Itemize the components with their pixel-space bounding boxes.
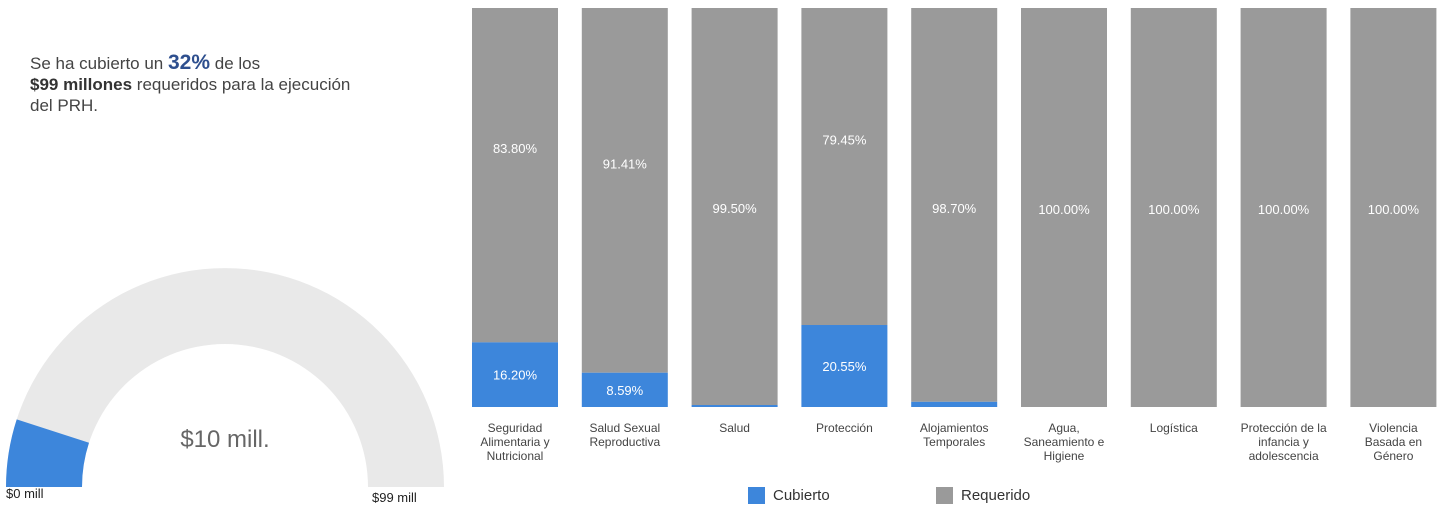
bar-covered [691, 405, 778, 407]
sector-funding-chart: 83.80% 16.20% Seguridad Alimentaria y Nutric… [472, 8, 1437, 463]
category-label: Agua, Saneamiento e Higiene [1024, 421, 1105, 463]
summary-amount: $99 millones [30, 75, 133, 94]
bar-covered [911, 401, 998, 407]
legend-swatch-required [936, 487, 953, 504]
category-label: Protección de la infancia y adolescencia [1241, 421, 1327, 463]
summary-prefix: Se ha cubierto un [30, 54, 164, 73]
bar-required [472, 8, 558, 343]
summary-suffix: requeridos para la ejecución del PRH. [30, 75, 351, 115]
bar-label-required: 91.41% [603, 156, 648, 171]
funding-gauge: $10 mill. [6, 268, 444, 487]
summary-mid: de los [214, 54, 261, 73]
gauge-min-label: $0 mill [6, 486, 44, 501]
bar-label-required: 79.45% [822, 133, 867, 148]
legend-label-required: Requerido [961, 487, 1031, 504]
bar-label-required: 100.00% [1258, 202, 1310, 217]
gauge-max-label: $99 mill [372, 490, 417, 505]
category-label: Salud Sexual Reproductiva [589, 421, 660, 449]
bar-label-required: 99.50% [713, 201, 758, 216]
bar-covered [472, 342, 558, 407]
legend-item-covered: Cubierto [748, 487, 830, 504]
bar-label-covered: 16.20% [493, 368, 538, 383]
bar-required [1021, 8, 1107, 407]
category-label: Violencia Basada en Género [1365, 421, 1422, 463]
gauge-center-label: $10 mill. [180, 426, 269, 453]
category-label: Protección [816, 421, 873, 435]
category-label: Logística [1150, 421, 1198, 435]
category-label: Salud [719, 421, 750, 435]
bar-required [1130, 8, 1217, 407]
bar-required [581, 8, 668, 373]
bar-required [1350, 8, 1437, 407]
bar-label-required: 100.00% [1148, 202, 1200, 217]
bar-label-required: 100.00% [1038, 202, 1090, 217]
category-label: Seguridad Alimentaria y Nutricional [480, 421, 549, 463]
bar-required [1240, 8, 1327, 407]
bar-required [911, 8, 998, 402]
bar-label-required: 100.00% [1368, 202, 1420, 217]
gauge-track [6, 268, 444, 487]
bar-required [691, 8, 778, 406]
summary-percent: 32% [168, 51, 211, 74]
gauge-covered-fill [6, 419, 89, 487]
bar-label-covered: 8.59% [606, 383, 643, 398]
category-label: Alojamientos Temporales [920, 421, 989, 449]
coverage-summary: Se ha cubierto un 32% de los $99 millone… [30, 52, 360, 116]
bar-required [801, 8, 888, 326]
legend-item-required: Requerido [936, 487, 1030, 504]
bar-covered [801, 325, 888, 407]
bar-label-covered: 20.55% [822, 359, 867, 374]
bar-covered [581, 372, 668, 407]
bar-label-required: 83.80% [493, 141, 538, 156]
legend-swatch-covered [748, 487, 765, 504]
bar-label-required: 98.70% [932, 201, 977, 216]
legend-label-covered: Cubierto [773, 487, 830, 504]
